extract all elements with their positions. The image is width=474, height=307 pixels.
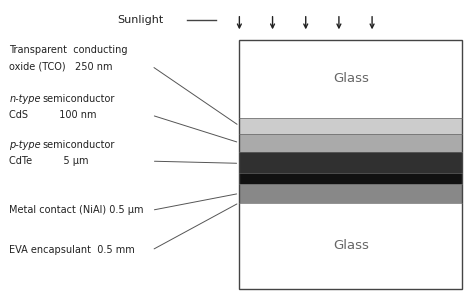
Bar (239, 40, 462, 289)
Text: CdS          100 nm: CdS 100 nm (9, 110, 97, 120)
Bar (239, 134, 462, 152)
Bar (239, 203, 462, 289)
Text: Glass: Glass (333, 239, 369, 252)
Bar (239, 40, 462, 118)
Text: CdTe          5 μm: CdTe 5 μm (9, 156, 89, 166)
Bar (239, 184, 462, 203)
Text: Metal contact (NiAl) 0.5 μm: Metal contact (NiAl) 0.5 μm (9, 205, 144, 215)
Text: Glass: Glass (333, 72, 369, 85)
Text: semiconductor: semiconductor (43, 94, 115, 104)
Bar (239, 152, 462, 173)
Text: Sunlight: Sunlight (117, 15, 164, 25)
Bar (239, 173, 462, 184)
Text: p-type: p-type (9, 140, 41, 150)
Bar (239, 118, 462, 134)
Text: EVA encapsulant  0.5 mm: EVA encapsulant 0.5 mm (9, 245, 135, 255)
Text: Transparent  conducting: Transparent conducting (9, 45, 128, 55)
Text: oxide (TCO)   250 nm: oxide (TCO) 250 nm (9, 61, 113, 71)
Text: n-type: n-type (9, 94, 41, 104)
Text: semiconductor: semiconductor (43, 140, 115, 150)
